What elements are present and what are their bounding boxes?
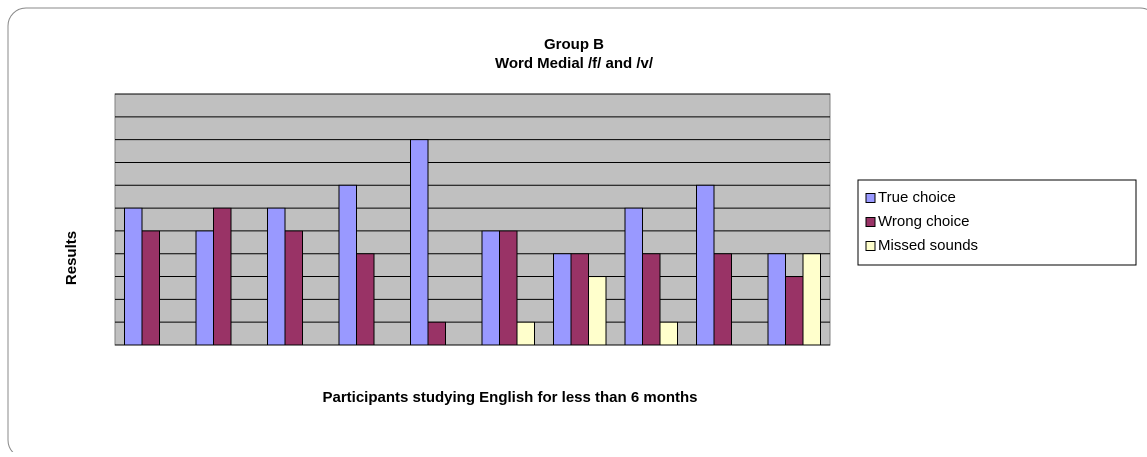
legend-swatch: [865, 241, 876, 251]
bar: [624, 207, 643, 346]
bar: [642, 253, 661, 346]
bar: [588, 276, 607, 346]
legend-swatch: [865, 217, 876, 227]
x-axis-label: Participants studying English for less t…: [322, 389, 697, 406]
legend-label: True choice: [878, 189, 956, 206]
bar: [696, 184, 715, 346]
bar: [802, 253, 821, 346]
bar: [767, 253, 786, 346]
bar: [713, 253, 732, 346]
legend-label: Missed sounds: [878, 237, 978, 254]
bar: [427, 321, 446, 346]
bar: [338, 184, 357, 346]
bar: [267, 207, 286, 346]
bar: [516, 321, 535, 346]
bar: [785, 276, 804, 346]
chart-subtitle: Word Medial /f/ and /v/: [495, 55, 654, 72]
bar: [284, 230, 303, 346]
bar: [481, 230, 500, 346]
legend: [857, 179, 1137, 266]
legend-swatch: [865, 193, 876, 203]
legend-label: Wrong choice: [878, 213, 969, 230]
bar: [553, 253, 572, 346]
bar: [141, 230, 160, 346]
chart-title: Group B: [544, 36, 604, 53]
bar: [213, 207, 232, 346]
y-axis-label: Results: [63, 231, 80, 285]
bar: [499, 230, 518, 346]
bar: [124, 207, 143, 346]
bar: [570, 253, 589, 346]
bar: [659, 321, 678, 346]
bar: [356, 253, 375, 346]
bar: [195, 230, 214, 346]
bar: [410, 139, 429, 346]
